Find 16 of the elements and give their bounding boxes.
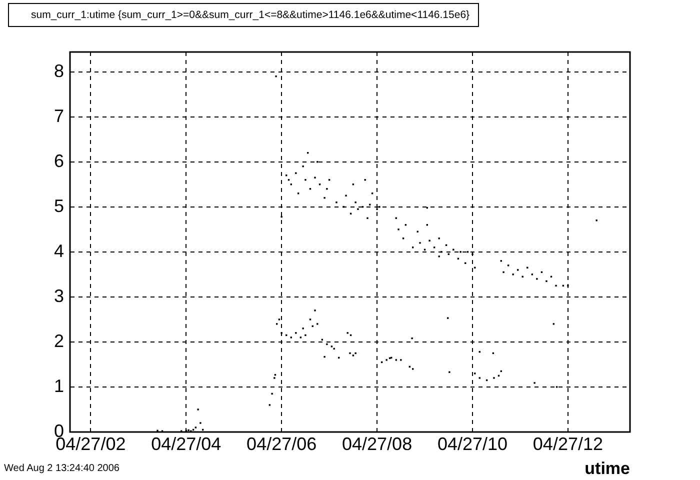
y-tick-label: 1 bbox=[54, 376, 64, 396]
x-tick-label: 04/27/08 bbox=[342, 434, 412, 454]
y-tick-label: 4 bbox=[54, 240, 64, 261]
y-tick-label: 7 bbox=[54, 106, 64, 126]
y-tick-label: 6 bbox=[54, 150, 64, 171]
y-tick-label: 2 bbox=[54, 330, 64, 351]
x-tick-label: 04/27/04 bbox=[151, 434, 222, 454]
y-tick-label: 8 bbox=[54, 60, 64, 81]
x-tick-label: 04/27/12 bbox=[532, 434, 603, 454]
x-axis-title: utime bbox=[584, 459, 630, 478]
chart-title: sum_curr_1:utime {sum_curr_1>=0&&sum_curr_1<=8&&utime>1146.1e6&&utime<1146.15e6} bbox=[8, 3, 479, 27]
y-tick-label: 3 bbox=[54, 286, 64, 306]
y-tick-label: 5 bbox=[54, 196, 64, 216]
x-tick-label: 04/27/06 bbox=[246, 434, 317, 454]
text: Wed Aug 2 13:24:40 2006 bbox=[4, 463, 120, 474]
x-tick-label: 04/27/10 bbox=[437, 434, 508, 454]
